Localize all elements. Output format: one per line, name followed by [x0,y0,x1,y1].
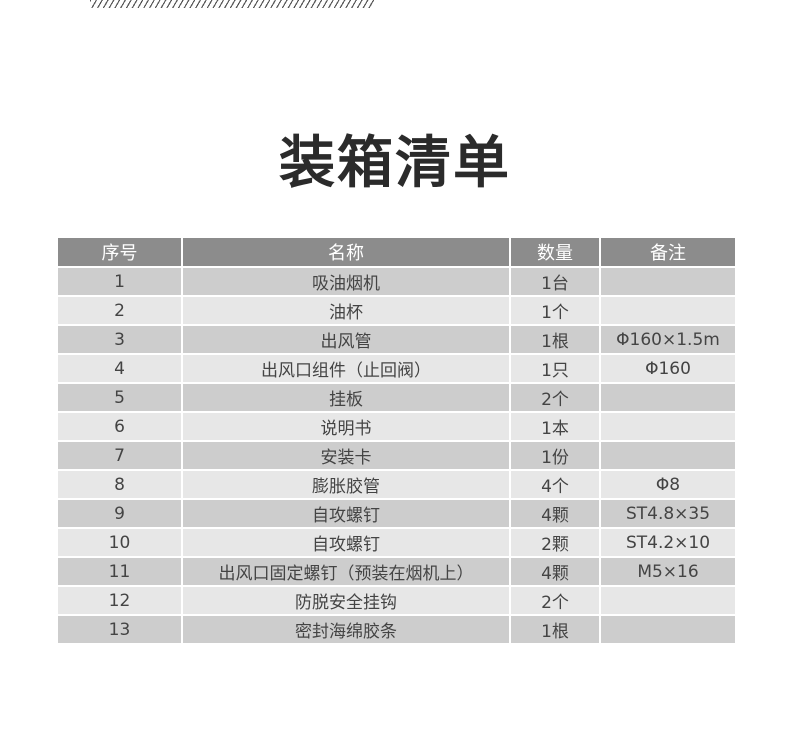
table-row: 3 出风管 1根 Φ160×1.5m [56,324,737,355]
header-index: 序号 [56,236,183,268]
page-title: 装箱清单 [279,131,511,196]
cell-remark [599,266,737,297]
header-remark: 备注 [599,236,737,268]
cell-index: 8 [56,469,183,500]
cell-name: 自攻螺钉 [181,527,511,558]
cell-quantity: 1根 [509,614,601,645]
cell-remark [599,585,737,616]
cell-name: 自攻螺钉 [181,498,511,529]
header-name: 名称 [181,236,511,268]
packing-list-table: 序号 名称 数量 备注 1 吸油烟机 1台 2 油杯 1个 3 出风管 1根 Φ160×1.5m 4… [56,236,737,645]
cell-index: 7 [56,440,183,471]
cell-name: 密封海绵胶条 [181,614,511,645]
table-row: 7 安装卡 1份 [56,440,737,471]
table-row: 8 膨胀胶管 4个 Φ8 [56,469,737,500]
cell-quantity: 4个 [509,469,601,500]
cell-quantity: 1根 [509,324,601,355]
cell-name: 安装卡 [181,440,511,471]
cell-remark [599,382,737,413]
cell-quantity: 4颗 [509,556,601,587]
cell-index: 3 [56,324,183,355]
cell-name: 出风口组件（止回阀） [181,353,511,384]
cell-quantity: 1只 [509,353,601,384]
cell-name: 膨胀胶管 [181,469,511,500]
table-row: 5 挂板 2个 [56,382,737,413]
cell-remark: ST4.2×10 [599,527,737,558]
cell-remark [599,411,737,442]
table-row: 4 出风口组件（止回阀） 1只 Φ160 [56,353,737,384]
cell-quantity: 4颗 [509,498,601,529]
cell-name: 油杯 [181,295,511,326]
table-header: 序号 名称 数量 备注 [56,236,737,268]
cell-index: 1 [56,266,183,297]
cell-remark: M5×16 [599,556,737,587]
table-row: 1 吸油烟机 1台 [56,266,737,297]
cell-quantity: 2个 [509,382,601,413]
cell-quantity: 1本 [509,411,601,442]
table-row: 13 密封海绵胶条 1根 [56,614,737,645]
cell-remark: ST4.8×35 [599,498,737,529]
cell-index: 9 [56,498,183,529]
cell-name: 吸油烟机 [181,266,511,297]
cell-quantity: 1台 [509,266,601,297]
cell-index: 5 [56,382,183,413]
table-row: 11 出风口固定螺钉（预装在烟机上） 4颗 M5×16 [56,556,737,587]
cell-quantity: 1个 [509,295,601,326]
cell-name: 挂板 [181,382,511,413]
cell-index: 4 [56,353,183,384]
table-row: 6 说明书 1本 [56,411,737,442]
cell-remark [599,295,737,326]
cell-index: 2 [56,295,183,326]
cell-quantity: 1份 [509,440,601,471]
cell-index: 10 [56,527,183,558]
cell-remark: Φ8 [599,469,737,500]
cell-remark [599,440,737,471]
header-quantity: 数量 [509,236,601,268]
cell-index: 13 [56,614,183,645]
cell-name: 说明书 [181,411,511,442]
cell-index: 11 [56,556,183,587]
cell-name: 防脱安全挂钩 [181,585,511,616]
cell-quantity: 2颗 [509,527,601,558]
decorative-hatch [90,0,374,8]
cell-index: 12 [56,585,183,616]
cell-index: 6 [56,411,183,442]
table-row: 2 油杯 1个 [56,295,737,326]
cell-remark: Φ160 [599,353,737,384]
cell-remark [599,614,737,645]
table-row: 9 自攻螺钉 4颗 ST4.8×35 [56,498,737,529]
cell-remark: Φ160×1.5m [599,324,737,355]
cell-quantity: 2个 [509,585,601,616]
table-row: 12 防脱安全挂钩 2个 [56,585,737,616]
cell-name: 出风口固定螺钉（预装在烟机上） [181,556,511,587]
table-row: 10 自攻螺钉 2颗 ST4.2×10 [56,527,737,558]
cell-name: 出风管 [181,324,511,355]
